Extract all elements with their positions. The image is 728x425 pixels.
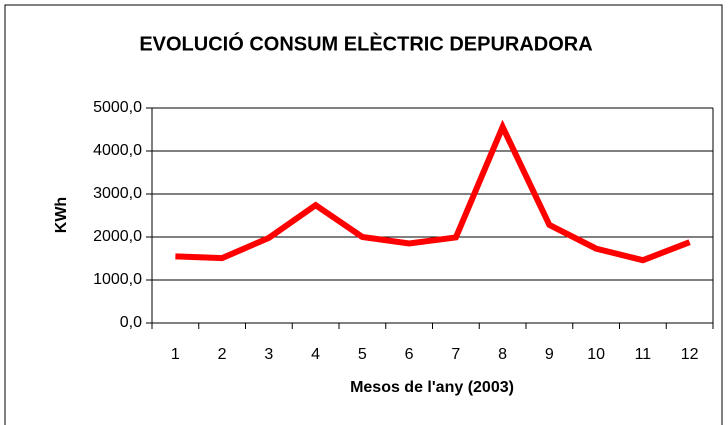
data-line [175,119,691,264]
y-tick-label: 3000,0 [93,185,142,202]
chart-frame [4,4,723,425]
x-tick-label: 5 [358,346,367,363]
x-tick-label: 4 [311,346,320,363]
x-tick-label: 7 [451,346,460,363]
y-axis-label: KWh [53,197,70,233]
y-tick-label: 0,0 [120,314,142,331]
x-tick-label: 8 [498,346,507,363]
x-tick-label: 2 [218,346,227,363]
x-axis-label: Mesos de l'any (2003) [350,379,514,396]
y-tick-label: 4000,0 [93,142,142,159]
x-tick-label: 1 [171,346,180,363]
x-tick-label: 11 [635,346,652,363]
x-tick-label: 3 [264,346,273,363]
y-tick-label: 1000,0 [93,271,142,288]
x-tick-label: 12 [681,346,699,363]
chart-title: EVOLUCIÓ CONSUM ELÈCTRIC DEPURADORA [139,31,592,55]
y-tick-label: 2000,0 [93,228,142,245]
x-tick-label: 6 [405,346,414,363]
x-tick-label: 10 [587,346,605,363]
x-tick-label: 9 [545,346,554,363]
y-tick-label: 5000,0 [93,99,142,116]
